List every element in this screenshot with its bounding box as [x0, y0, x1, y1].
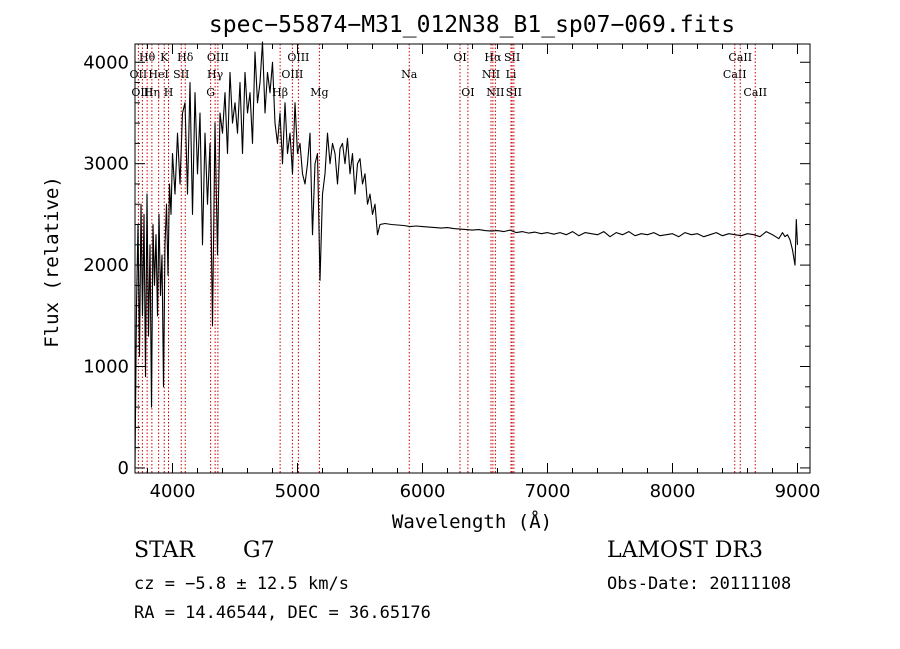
line-marker-label: OI	[453, 51, 466, 64]
line-marker-label: H	[164, 86, 174, 99]
x-tick-label: 7000	[525, 481, 571, 502]
x-tick-label: 4000	[150, 481, 196, 502]
line-marker-label: Hα	[484, 51, 502, 64]
line-marker-label: Hγ	[207, 68, 224, 81]
line-marker-label: OIII	[207, 51, 229, 64]
coordinates: RA = 14.46544, DEC = 36.65176	[134, 603, 431, 623]
y-axis-label: Flux (relative)	[41, 176, 63, 348]
line-marker-label: OIII	[131, 86, 153, 99]
spectrum-series	[134, 41, 799, 468]
line-marker-label: CaII	[728, 51, 752, 64]
line-marker-label: SII	[506, 86, 522, 99]
axes: 4000 5000 6000 7000 8000 9000 0 1000 2000 3000 400…	[83, 44, 820, 502]
plot-frame	[134, 43, 811, 474]
line-marker-label: Li	[506, 68, 517, 81]
line-marker-label: Mg	[310, 86, 328, 99]
y-tick-label: 2000	[83, 255, 129, 276]
line-markers: HθOIIOIIIHηHeIKHSIIHδGHγOIIIHβOIIIOIIIMg…	[130, 44, 767, 473]
line-marker-label: Hθ	[139, 51, 156, 64]
y-tick-label: 1000	[83, 357, 129, 378]
line-marker-label: OIII	[287, 51, 309, 64]
line-marker-label: Hη	[144, 86, 160, 99]
x-axis-label: Wavelength (Å)	[392, 510, 552, 533]
line-marker-label: NII	[486, 86, 504, 99]
chart-title: spec−55874−M31_012N38_B1_sp07−069.fits	[209, 12, 735, 38]
x-tick-label: 9000	[775, 481, 821, 502]
object-class: STAR	[134, 538, 195, 563]
line-marker-label: OI	[461, 86, 474, 99]
line-marker-label: HeI	[148, 68, 168, 81]
line-marker-label: Na	[401, 68, 418, 81]
redshift-cz: cz = −5.8 ± 12.5 km/s	[134, 574, 349, 594]
line-marker-label: CaII	[743, 86, 767, 99]
y-tick-label: 0	[118, 458, 129, 479]
observation-date: Obs-Date: 20111108	[607, 574, 792, 594]
y-tick-label: 4000	[83, 52, 129, 73]
x-tick-label: 5000	[275, 481, 321, 502]
line-marker-label: Hδ	[177, 51, 194, 64]
y-tick-label: 3000	[83, 154, 129, 175]
line-marker-label: G	[206, 86, 215, 99]
line-marker-label: SII	[504, 51, 520, 64]
line-marker-label: OII	[130, 68, 148, 81]
survey-name: LAMOST DR3	[607, 538, 763, 563]
spectrum-line	[134, 41, 799, 468]
line-marker-label: NII	[482, 68, 500, 81]
line-marker-label: OIII	[281, 68, 303, 81]
line-marker-label: CaII	[723, 68, 747, 81]
x-tick-label: 6000	[400, 481, 446, 502]
line-marker-label: Hβ	[272, 86, 288, 99]
object-subclass: G7	[243, 538, 275, 563]
x-tick-label: 8000	[650, 481, 696, 502]
line-marker-label: K	[160, 51, 169, 64]
line-marker-label: SII	[173, 68, 189, 81]
